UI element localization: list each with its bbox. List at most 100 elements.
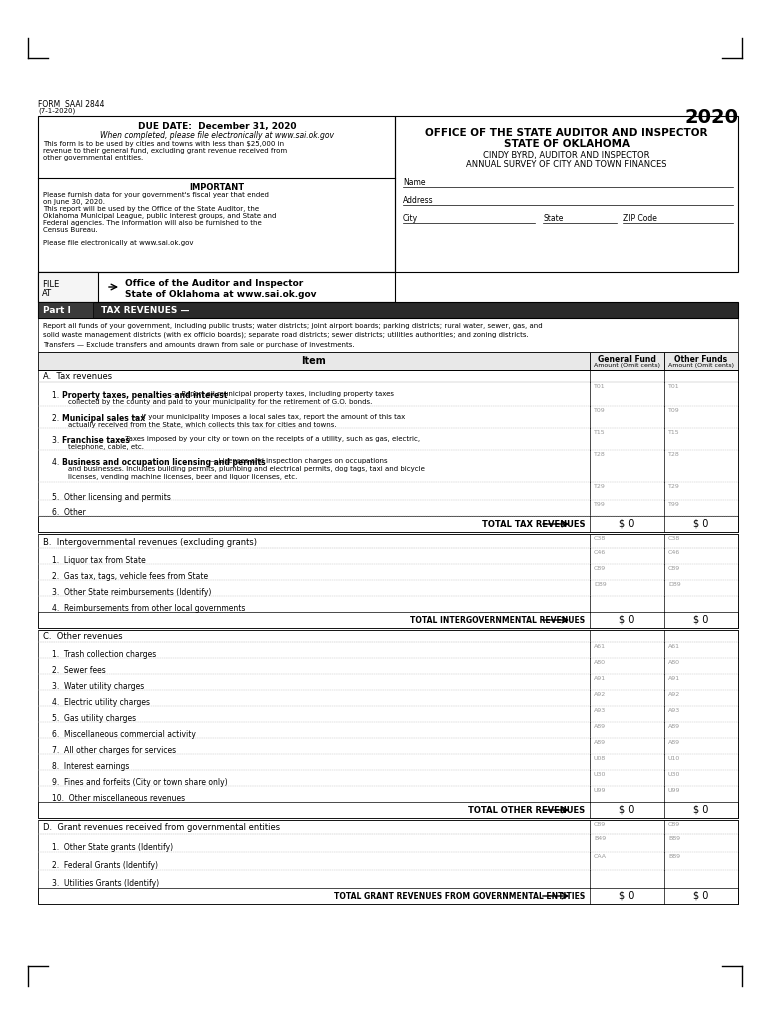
Text: TOTAL INTERGOVERNMENTAL REVENUES: TOTAL INTERGOVERNMENTAL REVENUES xyxy=(410,616,585,625)
Text: telephone, cable, etc.: telephone, cable, etc. xyxy=(68,444,144,450)
Text: C89: C89 xyxy=(594,566,606,571)
Text: OFFICE OF THE STATE AUDITOR AND INSPECTOR: OFFICE OF THE STATE AUDITOR AND INSPECTO… xyxy=(425,128,708,138)
Text: 2020: 2020 xyxy=(684,108,738,127)
Text: actually received from the State, which collects this tax for cities and towns.: actually received from the State, which … xyxy=(68,422,336,428)
Text: A80: A80 xyxy=(668,660,680,665)
Bar xyxy=(395,116,738,272)
Text: Other Funds: Other Funds xyxy=(675,355,728,364)
Text: D.  Grant revenues received from governmental entities: D. Grant revenues received from governme… xyxy=(43,823,280,831)
Text: 2.  Sewer fees: 2. Sewer fees xyxy=(52,666,105,675)
Text: U30: U30 xyxy=(594,772,607,777)
Text: 3.: 3. xyxy=(52,436,64,445)
Text: City: City xyxy=(403,214,418,223)
Text: B.  Intergovernmental revenues (excluding grants): B. Intergovernmental revenues (excluding… xyxy=(43,538,257,547)
Text: When completed, please file electronically at www.sai.ok.gov: When completed, please file electronical… xyxy=(100,131,334,140)
Text: T99: T99 xyxy=(594,502,606,507)
Text: Municipal sales tax: Municipal sales tax xyxy=(62,414,145,423)
Bar xyxy=(38,630,738,818)
Bar xyxy=(38,534,738,628)
Text: Office of the Auditor and Inspector: Office of the Auditor and Inspector xyxy=(125,279,303,288)
Text: 3.  Utilities Grants (Identify): 3. Utilities Grants (Identify) xyxy=(52,879,159,888)
Text: $ 0: $ 0 xyxy=(619,519,634,529)
Text: Name: Name xyxy=(403,178,426,187)
Text: TOTAL TAX REVENUES: TOTAL TAX REVENUES xyxy=(481,520,585,529)
Text: 5.  Gas utility charges: 5. Gas utility charges xyxy=(52,714,136,723)
Bar xyxy=(664,352,738,370)
Text: U99: U99 xyxy=(668,788,681,793)
Text: 9.  Fines and forfeits (City or town share only): 9. Fines and forfeits (City or town shar… xyxy=(52,778,228,787)
Text: A89: A89 xyxy=(594,724,606,729)
Text: 2.  Federal Grants (Identify): 2. Federal Grants (Identify) xyxy=(52,861,158,870)
Text: Address: Address xyxy=(403,196,434,205)
Text: State of Oklahoma at www.sai.ok.gov: State of Oklahoma at www.sai.ok.gov xyxy=(125,290,316,299)
Text: Franchise taxes: Franchise taxes xyxy=(62,436,130,445)
Text: T99: T99 xyxy=(668,502,680,507)
Text: solid waste management districts (with ex officio boards); separate road distric: solid waste management districts (with e… xyxy=(43,331,529,338)
Text: 6.  Other: 6. Other xyxy=(52,508,85,517)
Text: 10.  Other miscellaneous revenues: 10. Other miscellaneous revenues xyxy=(52,794,185,803)
Text: TOTAL GRANT REVENUES FROM GOVERNMENTAL ENTITIES: TOTAL GRANT REVENUES FROM GOVERNMENTAL E… xyxy=(333,892,585,901)
Text: $ 0: $ 0 xyxy=(693,519,708,529)
Text: ZIP Code: ZIP Code xyxy=(623,214,657,223)
Text: $ 0: $ 0 xyxy=(693,805,708,815)
Text: Please file electronically at www.sai.ok.gov: Please file electronically at www.sai.ok… xyxy=(43,240,193,246)
Text: AT: AT xyxy=(42,289,52,298)
Text: Property taxes, penalties and interest: Property taxes, penalties and interest xyxy=(62,391,227,400)
Text: T29: T29 xyxy=(668,484,680,489)
Text: $ 0: $ 0 xyxy=(619,615,634,625)
Text: TOTAL OTHER REVENUES: TOTAL OTHER REVENUES xyxy=(468,806,585,815)
Text: T15: T15 xyxy=(594,430,606,435)
Text: FORM  SAAI 2844: FORM SAAI 2844 xyxy=(38,100,105,109)
Text: 2.: 2. xyxy=(52,414,64,423)
Text: TAX REVENUES —: TAX REVENUES — xyxy=(101,306,189,315)
Text: CINDY BYRD, AUDITOR AND INSPECTOR: CINDY BYRD, AUDITOR AND INSPECTOR xyxy=(484,151,650,160)
Text: $ 0: $ 0 xyxy=(693,891,708,901)
Text: D89: D89 xyxy=(668,582,681,587)
Bar xyxy=(38,116,395,272)
Bar xyxy=(38,272,395,302)
Bar xyxy=(38,888,738,904)
Text: Part I: Part I xyxy=(43,306,71,315)
Bar xyxy=(38,612,738,628)
Text: 4.  Electric utility charges: 4. Electric utility charges xyxy=(52,698,150,707)
Text: C46: C46 xyxy=(594,550,606,555)
Text: IMPORTANT: IMPORTANT xyxy=(189,183,245,193)
Text: A80: A80 xyxy=(594,660,606,665)
Text: Report all funds of your government, including public trusts; water districts; j: Report all funds of your government, inc… xyxy=(43,323,543,329)
Text: and businesses. Includes building permits, plumbing and electrical permits, dog : and businesses. Includes building permit… xyxy=(68,466,425,472)
Bar xyxy=(38,272,98,302)
Text: Please furnish data for your government's fiscal year that ended
on June 30, 202: Please furnish data for your government'… xyxy=(43,193,269,205)
Text: DUE DATE:  December 31, 2020: DUE DATE: December 31, 2020 xyxy=(138,122,296,131)
Bar xyxy=(38,302,93,318)
Text: A91: A91 xyxy=(668,676,680,681)
Text: 1.  Trash collection charges: 1. Trash collection charges xyxy=(52,650,156,659)
Text: T09: T09 xyxy=(594,408,606,413)
Bar xyxy=(38,802,738,818)
Text: 3.  Water utility charges: 3. Water utility charges xyxy=(52,682,144,691)
Text: General Fund: General Fund xyxy=(598,355,656,364)
Bar xyxy=(38,302,738,318)
Text: Amount (Omit cents): Amount (Omit cents) xyxy=(668,362,734,368)
Text: State: State xyxy=(543,214,564,223)
Text: B49: B49 xyxy=(594,836,606,841)
Text: licenses, vending machine licenses, beer and liquor licenses, etc.: licenses, vending machine licenses, beer… xyxy=(68,474,297,480)
Bar xyxy=(38,370,738,382)
Text: T29: T29 xyxy=(594,484,606,489)
Text: A89: A89 xyxy=(668,740,680,745)
Text: 4.  Reimbursements from other local governments: 4. Reimbursements from other local gover… xyxy=(52,604,246,613)
Text: ANNUAL SURVEY OF CITY AND TOWN FINANCES: ANNUAL SURVEY OF CITY AND TOWN FINANCES xyxy=(467,160,667,169)
Text: $ 0: $ 0 xyxy=(693,615,708,625)
Text: Amount (Omit cents): Amount (Omit cents) xyxy=(594,362,660,368)
Text: — Taxes imposed by your city or town on the receipts of a utility, such as gas, : — Taxes imposed by your city or town on … xyxy=(114,436,420,442)
Text: U10: U10 xyxy=(668,756,680,761)
Text: STATE OF OKLAHOMA: STATE OF OKLAHOMA xyxy=(504,139,630,150)
Text: A61: A61 xyxy=(668,644,680,649)
Text: B89: B89 xyxy=(668,836,680,841)
Text: U99: U99 xyxy=(594,788,607,793)
Text: 1.  Liquor tax from State: 1. Liquor tax from State xyxy=(52,556,146,565)
Text: 8.  Interest earnings: 8. Interest earnings xyxy=(52,762,129,771)
Text: A91: A91 xyxy=(594,676,606,681)
Text: C38: C38 xyxy=(594,536,606,541)
Text: collected by the county and paid to your municipality for the retirement of G.O.: collected by the county and paid to your… xyxy=(68,399,373,406)
Text: $ 0: $ 0 xyxy=(619,891,634,901)
